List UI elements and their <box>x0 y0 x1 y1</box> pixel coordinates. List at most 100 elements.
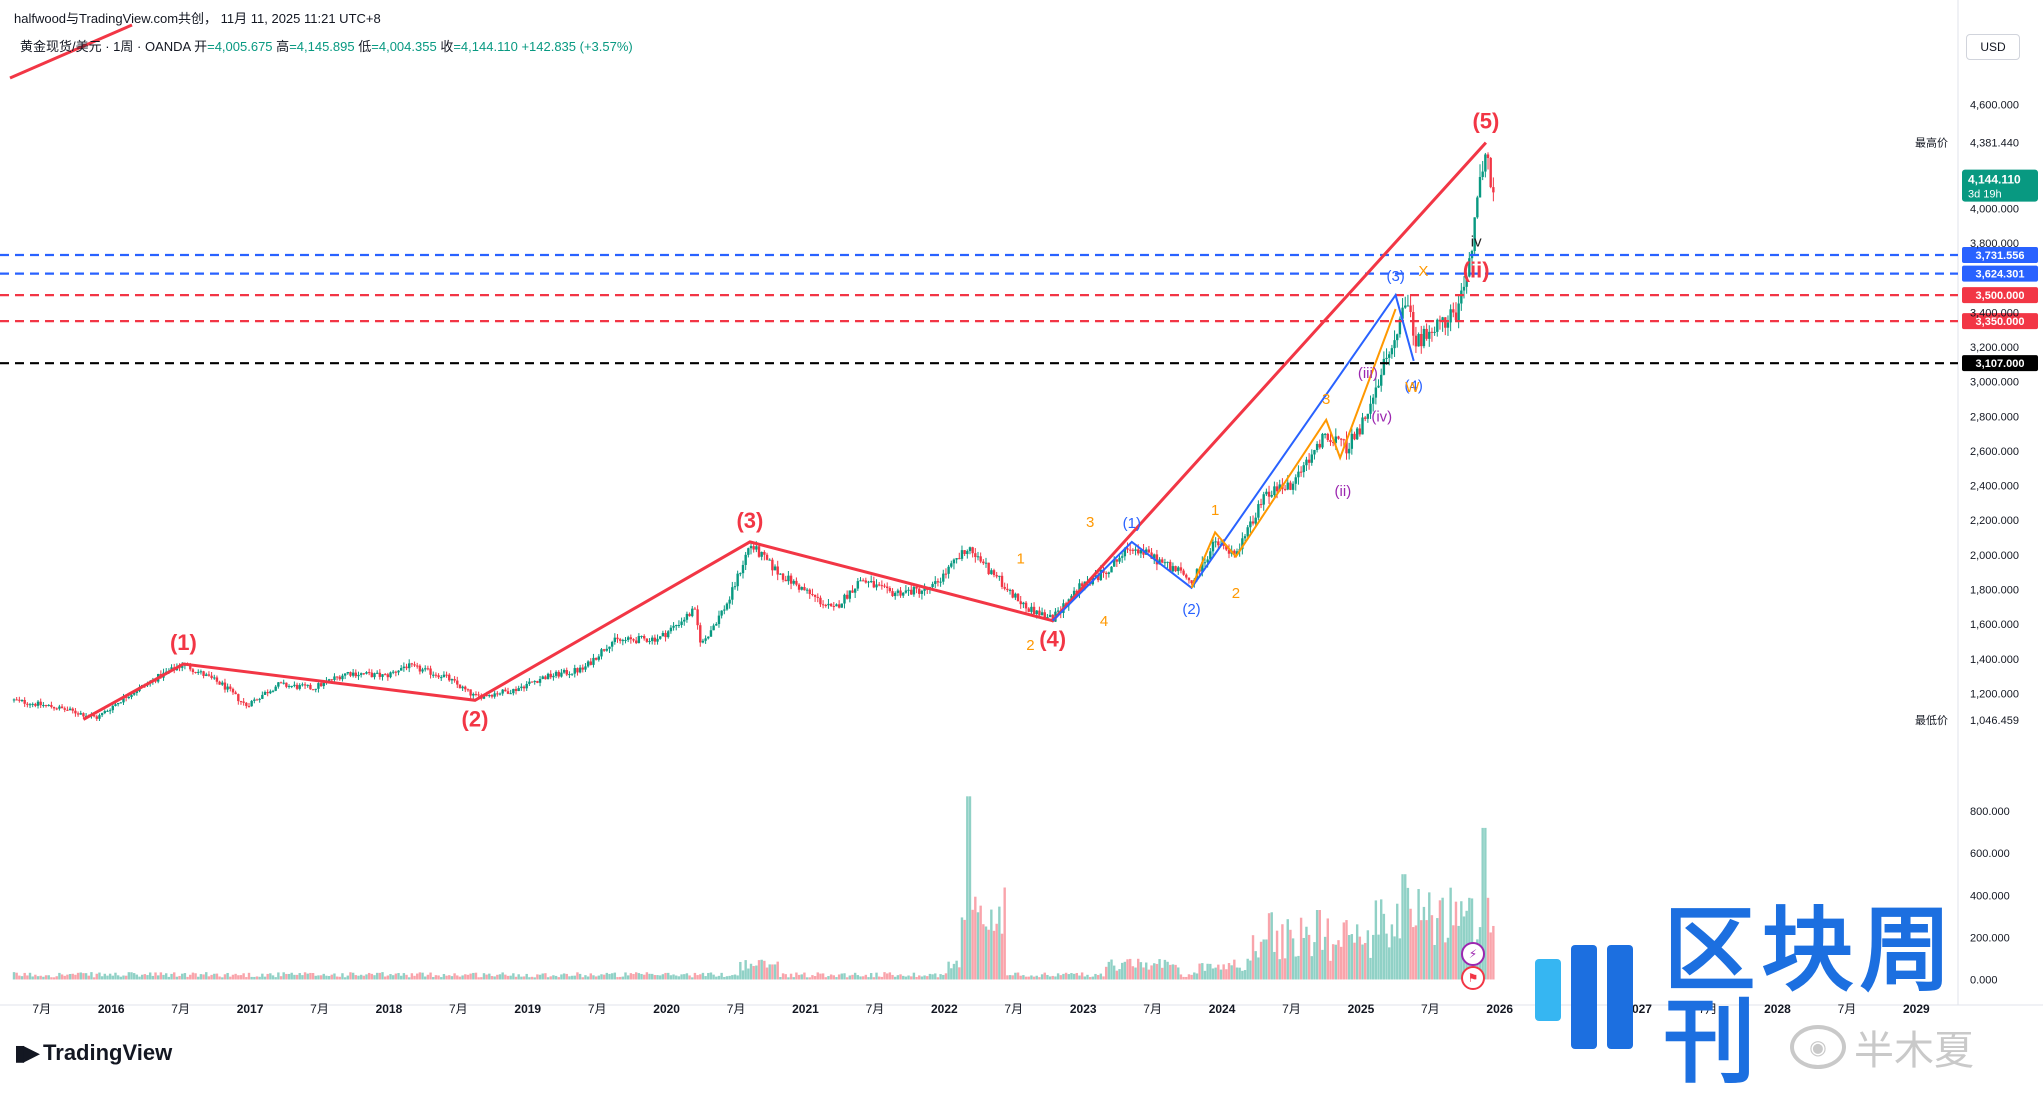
brand-watermark: 区块周刊 <box>1535 905 2043 1089</box>
candle-body <box>100 713 104 716</box>
candle-body <box>242 701 245 703</box>
volume-bar <box>23 972 26 980</box>
volume-bar <box>600 974 603 980</box>
volume-bar <box>66 974 69 980</box>
elliott-wave-line[interactable] <box>82 141 1488 721</box>
candle-body <box>66 709 69 711</box>
candle-body <box>1286 482 1289 490</box>
candle-body <box>1481 171 1484 177</box>
candle-body <box>55 708 58 710</box>
volume-bar <box>856 975 860 980</box>
volume-bar <box>1064 972 1068 980</box>
candle-body <box>293 684 296 686</box>
volume-bar <box>578 973 582 980</box>
candle-body <box>432 674 435 676</box>
candle-body <box>979 556 982 562</box>
candle-body <box>23 699 26 704</box>
volume-bar <box>1067 974 1070 980</box>
volume-tick-label: 800.000 <box>1970 806 2010 818</box>
volume-bar <box>290 972 293 980</box>
volume-bar <box>1096 975 1100 980</box>
candle-body <box>1163 562 1167 564</box>
volume-bar <box>424 976 427 980</box>
candle-body <box>1265 491 1268 495</box>
lightning-icon[interactable]: ⚡ <box>1461 942 1485 966</box>
candle-body <box>1353 433 1356 440</box>
volume-bar <box>306 973 309 980</box>
candle-body <box>429 668 432 675</box>
candle-body <box>341 675 344 680</box>
flag-icon[interactable]: ⚑ <box>1461 966 1485 990</box>
candle-body <box>645 638 649 642</box>
volume-bar <box>888 972 892 980</box>
candle-body <box>1289 482 1292 490</box>
volume-bar <box>1083 976 1087 980</box>
volume-bar <box>1006 975 1009 980</box>
candle-body <box>373 673 376 678</box>
volume-bar <box>98 972 101 980</box>
price-candles <box>12 152 1495 722</box>
volume-bar <box>1243 970 1247 980</box>
volume-bar <box>1297 955 1300 980</box>
volume-bar <box>728 975 731 980</box>
currency-button[interactable]: USD <box>1966 34 2020 60</box>
candle-body <box>883 585 886 587</box>
volume-bar <box>87 975 90 980</box>
candle-body <box>784 579 787 582</box>
volume-bar <box>632 974 635 980</box>
candle-body <box>546 673 550 680</box>
elliott-wave-line[interactable] <box>1051 292 1415 622</box>
candle-body <box>405 666 408 669</box>
candle-body <box>488 694 491 697</box>
candle-body <box>992 570 996 576</box>
symbol-label[interactable]: 黄金现货/美元 · 1周 · OANDA <box>20 39 191 54</box>
candle-body <box>1139 549 1143 554</box>
candle-body <box>624 639 627 641</box>
candle-body <box>92 715 96 717</box>
candle-body <box>1174 566 1177 572</box>
volume-bar <box>223 974 227 980</box>
candle-body <box>309 684 312 690</box>
candle-body <box>1406 305 1410 307</box>
candle-body <box>680 621 683 625</box>
volume-bar <box>154 972 157 980</box>
high-value: =4,145.895 <box>289 39 355 54</box>
volume-bar <box>861 976 865 980</box>
candle-body <box>760 551 763 557</box>
volume-bar <box>474 972 478 980</box>
volume-bar <box>258 976 261 980</box>
low-extreme-value: 1,046.459 <box>1970 715 2019 727</box>
volume-bar <box>1003 887 1006 980</box>
candle-body <box>1382 358 1386 375</box>
volume-bar <box>1401 874 1404 980</box>
volume-bar <box>1345 920 1348 980</box>
volume-bar <box>787 977 790 980</box>
candle-body <box>872 581 876 588</box>
volume-bar <box>335 976 339 980</box>
candle-body <box>861 580 865 582</box>
tradingview-logo[interactable]: ▮▶ TradingView <box>14 1040 172 1066</box>
candle-body <box>958 558 961 560</box>
candle-body <box>1358 428 1362 435</box>
volume-bar <box>819 973 822 980</box>
volume-bar <box>808 977 811 980</box>
volume-bar <box>664 972 667 980</box>
volume-bar <box>285 973 288 980</box>
candle-body <box>1233 550 1236 555</box>
candle-body <box>498 693 502 695</box>
volume-bar <box>1257 957 1260 980</box>
candle-body <box>1043 612 1046 618</box>
volume-bar <box>274 977 277 980</box>
candle-body <box>76 713 80 715</box>
candle-body <box>715 624 718 626</box>
candle-body <box>1297 471 1300 478</box>
current-price-tag[interactable] <box>1962 169 2038 202</box>
candle-body <box>661 632 665 637</box>
elliott-wave-line[interactable] <box>1190 308 1397 589</box>
volume-bar <box>934 973 937 980</box>
volume-bar <box>1275 930 1279 980</box>
volume-bar <box>699 974 702 980</box>
level-tag <box>1962 247 2038 264</box>
volume-bar <box>26 975 29 980</box>
